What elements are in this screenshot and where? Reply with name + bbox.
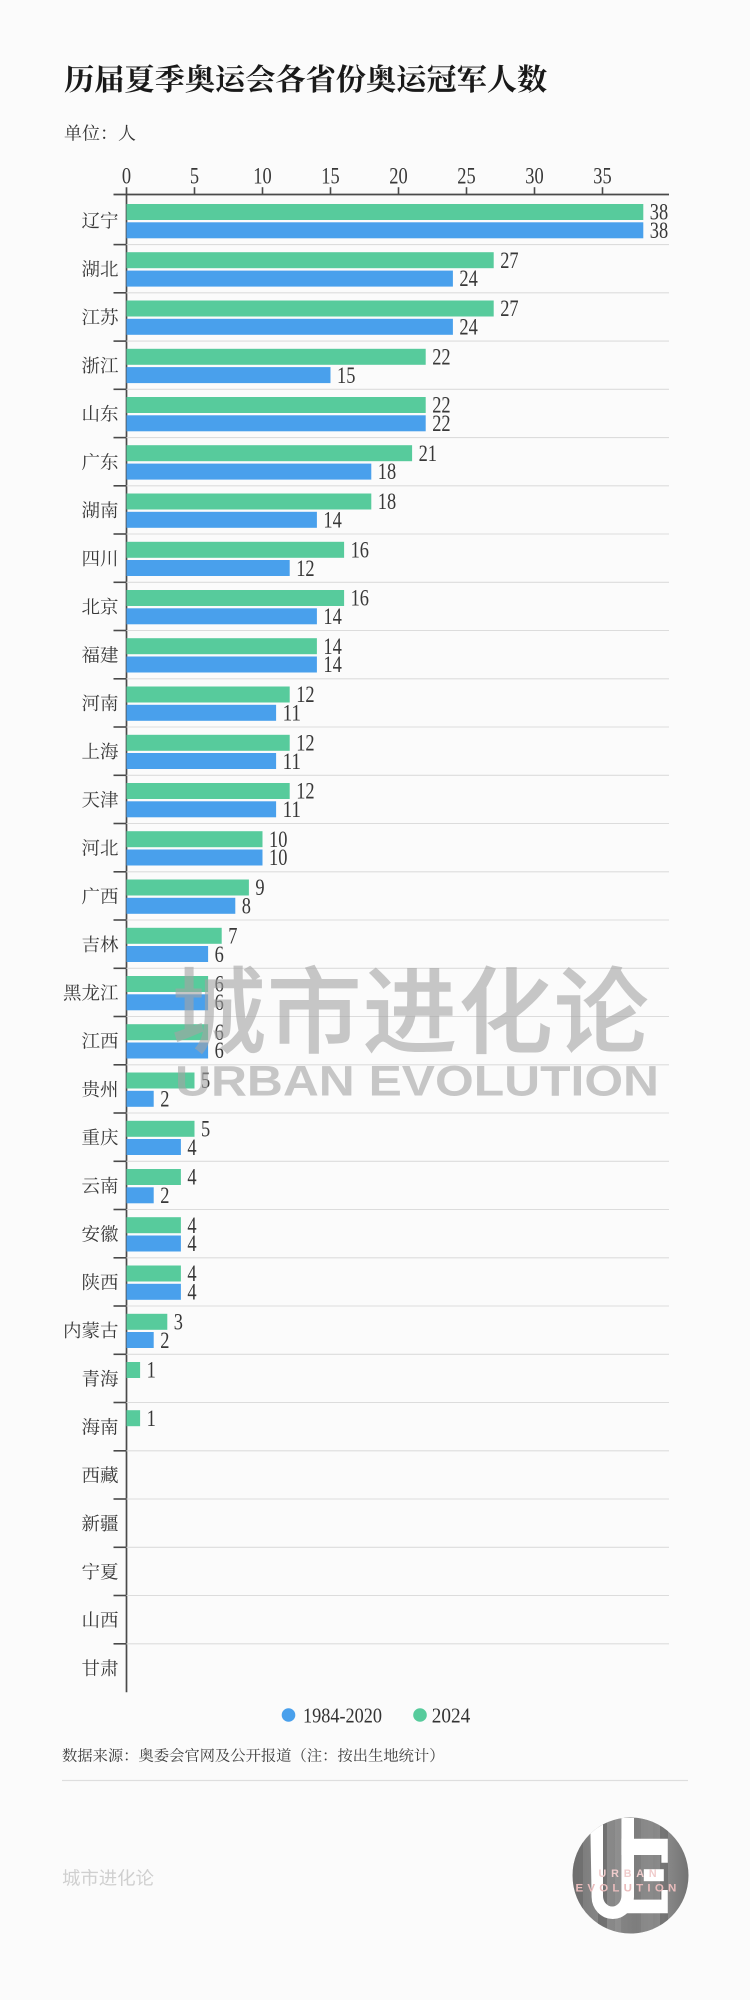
- svg-text:14: 14: [323, 508, 342, 533]
- svg-text:2: 2: [160, 1328, 169, 1353]
- svg-text:5: 5: [201, 1117, 210, 1142]
- svg-text:12: 12: [296, 779, 314, 804]
- svg-text:5: 5: [190, 164, 199, 189]
- svg-text:EVOLUTION: EVOLUTION: [576, 1883, 681, 1895]
- svg-text:4: 4: [187, 1280, 197, 1305]
- svg-text:24: 24: [459, 315, 478, 340]
- svg-text:4: 4: [187, 1213, 197, 1238]
- svg-text:11: 11: [283, 701, 301, 726]
- svg-text:5: 5: [201, 1068, 210, 1093]
- svg-text:7: 7: [228, 923, 237, 948]
- svg-text:38: 38: [650, 218, 668, 243]
- svg-text:22: 22: [432, 411, 450, 436]
- svg-text:3: 3: [174, 1310, 183, 1335]
- svg-text:0: 0: [122, 164, 131, 189]
- svg-text:27: 27: [500, 296, 518, 321]
- svg-text:18: 18: [378, 489, 396, 514]
- svg-text:2: 2: [160, 1183, 169, 1208]
- svg-text:15: 15: [321, 164, 339, 189]
- svg-text:2024: 2024: [432, 1704, 471, 1728]
- svg-text:14: 14: [323, 652, 342, 677]
- svg-text:22: 22: [432, 344, 450, 369]
- svg-text:10: 10: [269, 845, 287, 870]
- svg-text:18: 18: [378, 459, 396, 484]
- svg-text:11: 11: [283, 749, 301, 774]
- svg-text:2: 2: [160, 1087, 169, 1112]
- svg-text:URBAN: URBAN: [599, 1868, 662, 1880]
- svg-text:4: 4: [187, 1135, 197, 1160]
- svg-text:11: 11: [283, 797, 301, 822]
- svg-text:9: 9: [255, 875, 264, 900]
- svg-text:21: 21: [419, 441, 437, 466]
- svg-text:24: 24: [459, 266, 478, 291]
- svg-text:15: 15: [337, 363, 355, 388]
- svg-text:6: 6: [215, 1038, 224, 1063]
- svg-text:38: 38: [650, 200, 668, 225]
- svg-text:4: 4: [187, 1231, 197, 1256]
- svg-text:27: 27: [500, 248, 518, 273]
- svg-text:1984-2020: 1984-2020: [303, 1704, 382, 1728]
- svg-text:14: 14: [323, 634, 342, 659]
- svg-text:URBAN EVOLUTION: URBAN EVOLUTION: [175, 1058, 659, 1106]
- svg-text:16: 16: [351, 537, 369, 562]
- svg-text:25: 25: [457, 164, 475, 189]
- svg-text:10: 10: [253, 164, 271, 189]
- svg-text:12: 12: [296, 682, 314, 707]
- svg-text:8: 8: [242, 894, 251, 919]
- svg-text:35: 35: [593, 164, 611, 189]
- svg-text:6: 6: [215, 942, 224, 967]
- svg-text:16: 16: [351, 586, 369, 611]
- svg-text:12: 12: [296, 730, 314, 755]
- svg-text:4: 4: [187, 1165, 197, 1190]
- svg-text:4: 4: [187, 1261, 197, 1286]
- svg-text:22: 22: [432, 393, 450, 418]
- svg-text:1: 1: [147, 1406, 156, 1431]
- svg-text:12: 12: [296, 556, 314, 581]
- svg-text:30: 30: [525, 164, 543, 189]
- svg-text:1: 1: [147, 1358, 156, 1383]
- svg-text:10: 10: [269, 827, 287, 852]
- svg-text:20: 20: [389, 164, 407, 189]
- svg-text:14: 14: [323, 604, 342, 629]
